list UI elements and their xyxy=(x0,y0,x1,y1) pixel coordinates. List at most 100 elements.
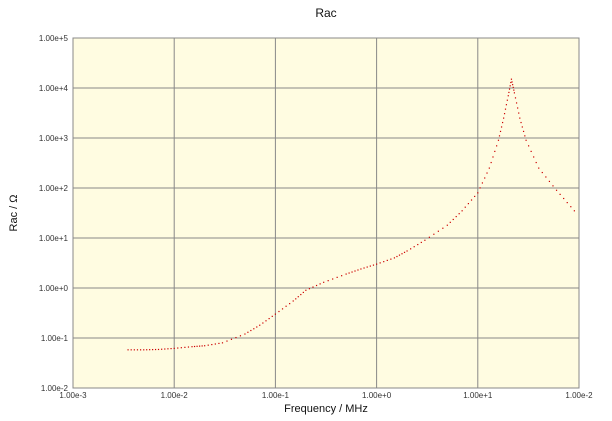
curve-dot xyxy=(420,241,422,244)
data-point xyxy=(446,224,448,226)
curve-dot xyxy=(308,288,311,290)
curve-dot xyxy=(521,126,523,128)
data-point xyxy=(376,263,378,265)
curve-dot xyxy=(177,347,179,349)
x-tick-label: 1.00e+1 xyxy=(463,391,493,400)
curve-dot xyxy=(167,348,169,350)
tick-labels: 1.00e-3 1.00e-2 1.00e-1 1.00e+0 1.00e+1 1.00e… xyxy=(39,34,593,400)
data-point xyxy=(461,210,463,212)
curve-dot xyxy=(403,251,406,253)
curve-dot xyxy=(504,108,507,110)
y-tick-label: 1.00e+4 xyxy=(39,84,69,93)
curve-dot xyxy=(563,197,565,200)
data-point xyxy=(127,349,129,351)
y-tick-label: 1.00e+1 xyxy=(39,234,69,243)
data-point xyxy=(393,257,396,259)
curve-dot xyxy=(262,322,264,324)
curve-dot xyxy=(149,349,151,351)
curve-dot xyxy=(548,180,551,183)
curve-dot xyxy=(146,349,148,351)
curve-dot xyxy=(214,343,216,345)
curve-dot xyxy=(281,308,284,310)
curve-dot xyxy=(433,233,435,235)
curve-dot xyxy=(512,86,514,88)
curve-dot xyxy=(505,104,508,106)
curve-dot xyxy=(522,130,525,133)
curve-dot xyxy=(133,349,135,351)
curve-dot xyxy=(492,156,494,158)
curve-dot xyxy=(300,293,302,296)
data-point xyxy=(510,78,513,80)
curve-dot xyxy=(332,278,334,280)
curve-dot xyxy=(285,305,287,307)
data-point xyxy=(191,346,193,348)
curve-dot xyxy=(341,275,343,277)
y-tick-label: 1.00e-2 xyxy=(41,384,69,393)
curve-dot xyxy=(170,347,172,350)
curve-dot xyxy=(256,326,258,328)
curve-dot xyxy=(336,276,338,278)
curve-dot xyxy=(464,206,466,208)
curve-dot xyxy=(390,258,392,260)
y-tick-label: 1.00e+5 xyxy=(39,34,69,43)
curve-dot xyxy=(211,343,213,346)
curve-dot xyxy=(559,193,561,195)
curve-dot xyxy=(348,272,350,274)
curve-dot xyxy=(449,221,451,223)
curve-dot xyxy=(541,171,543,174)
data-point xyxy=(573,210,575,212)
curve-dot xyxy=(494,150,496,153)
y-tick-label: 1.00e+2 xyxy=(39,184,69,193)
x-tick-label: 1.00e-3 xyxy=(59,391,87,400)
curve-dot xyxy=(268,317,270,320)
curve-dot xyxy=(327,280,329,282)
curve-dot xyxy=(520,121,522,124)
curve-dot xyxy=(396,255,398,258)
data-point xyxy=(157,348,160,351)
curve-dot xyxy=(498,135,501,137)
curve-dot xyxy=(289,303,291,305)
curve-dot xyxy=(218,342,220,345)
curve-dot xyxy=(517,107,519,109)
curve-dot xyxy=(479,187,481,189)
curve-dot xyxy=(470,199,473,201)
data-point xyxy=(503,117,505,119)
y-axis-label: Rac / Ω xyxy=(8,195,20,232)
curve-dot xyxy=(154,348,157,351)
data-point xyxy=(305,289,307,291)
curve-dot xyxy=(161,348,163,350)
curve-dot xyxy=(372,264,375,266)
curve-dot xyxy=(509,85,511,87)
data-point xyxy=(507,95,509,97)
grid-lines xyxy=(73,38,579,388)
curve-dot xyxy=(528,145,530,147)
curve-dot xyxy=(490,161,492,164)
curve-dot xyxy=(366,266,368,268)
curve-dot xyxy=(514,97,517,99)
curve-dot xyxy=(247,331,249,333)
curve-dot xyxy=(428,236,430,238)
curve-dot xyxy=(508,88,511,90)
curve-dot xyxy=(302,291,304,294)
curve-dot xyxy=(500,126,503,128)
curve-dot xyxy=(312,286,314,288)
plot-area xyxy=(72,37,580,389)
data-point xyxy=(555,189,558,191)
curve-dot xyxy=(140,349,142,351)
curve-dot xyxy=(357,269,359,271)
curve-dot xyxy=(566,201,568,204)
curve-dot xyxy=(187,346,190,348)
chart-title: Rac xyxy=(315,6,336,20)
data-point xyxy=(274,313,276,315)
curve-dot xyxy=(530,150,532,153)
curve-dot xyxy=(417,243,419,246)
curve-dot xyxy=(278,310,280,313)
curve-dot xyxy=(501,121,504,124)
curve-dot xyxy=(512,84,514,86)
curve-dot xyxy=(513,89,515,91)
data-point xyxy=(519,117,521,119)
curve-dot xyxy=(515,102,518,104)
curve-dot xyxy=(265,320,267,322)
data-point xyxy=(292,300,294,302)
